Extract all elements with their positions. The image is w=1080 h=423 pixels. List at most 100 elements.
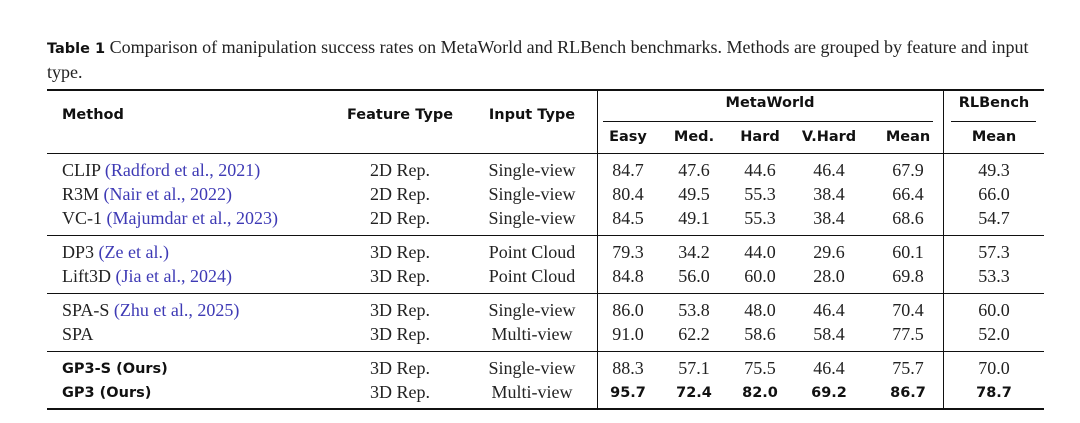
- header-method: Method: [62, 107, 124, 123]
- value-cell: 66.0: [978, 184, 1010, 204]
- metaworld-underline: [603, 121, 933, 122]
- method-name: CLIP (Radford et al., 2021): [62, 160, 261, 180]
- citation-link[interactable]: (Nair et al., 2022): [103, 184, 232, 204]
- input-type-cell: Single-view: [488, 160, 576, 180]
- value-cell: 38.4: [813, 208, 845, 228]
- value-cell: 84.7: [612, 160, 644, 180]
- value-cell: 28.0: [813, 266, 845, 286]
- value-cell: 60.0: [744, 266, 776, 286]
- value-cell: 70.0: [978, 358, 1010, 378]
- value-cell: 95.7: [610, 385, 646, 401]
- method-name: R3M (Nair et al., 2022): [62, 184, 232, 204]
- feature-type-cell: 3D Rep.: [370, 358, 430, 378]
- input-type-cell: Point Cloud: [488, 266, 576, 286]
- method-name: GP3-S (Ours): [62, 361, 168, 377]
- value-cell: 84.8: [612, 266, 644, 286]
- caption-label: Table 1: [47, 41, 106, 57]
- citation-link[interactable]: (Jia et al., 2024): [115, 266, 232, 286]
- input-type-cell: Point Cloud: [488, 242, 576, 262]
- method-name: GP3 (Ours): [62, 385, 152, 401]
- value-cell: 82.0: [742, 385, 778, 401]
- value-cell: 72.4: [676, 385, 712, 401]
- input-type-cell: Multi-view: [491, 382, 573, 402]
- input-type-cell: Single-view: [488, 184, 576, 204]
- method-name: SPA: [62, 324, 94, 344]
- value-cell: 55.3: [744, 208, 776, 228]
- value-cell: 79.3: [612, 242, 644, 262]
- citation-link[interactable]: (Zhu et al., 2025): [113, 300, 240, 320]
- value-cell: 58.4: [813, 324, 845, 344]
- table-caption: Table 1 Comparison of manipulation succe…: [47, 36, 1047, 84]
- value-cell: 80.4: [612, 184, 644, 204]
- value-cell: 57.3: [978, 242, 1010, 262]
- input-type-cell: Single-view: [488, 358, 576, 378]
- value-cell: 78.7: [976, 385, 1012, 401]
- header-rlbench-mean: Mean: [971, 129, 1017, 145]
- header-input-type: Input Type: [488, 107, 576, 123]
- bottom-rule: [47, 408, 1044, 410]
- value-cell: 84.5: [612, 208, 644, 228]
- header-feature-type: Feature Type: [346, 107, 454, 123]
- value-cell: 86.7: [890, 385, 926, 401]
- input-type-cell: Multi-view: [491, 324, 573, 344]
- value-cell: 44.0: [744, 242, 776, 262]
- header-mean: Mean: [885, 129, 931, 145]
- value-cell: 67.9: [892, 160, 924, 180]
- input-type-cell: Single-view: [488, 208, 576, 228]
- value-cell: 49.5: [678, 184, 710, 204]
- value-cell: 46.4: [813, 300, 845, 320]
- feature-type-cell: 3D Rep.: [370, 242, 430, 262]
- header-med: Med.: [673, 129, 715, 145]
- value-cell: 69.8: [892, 266, 924, 286]
- header-rule: [47, 153, 1044, 154]
- feature-type-cell: 2D Rep.: [370, 160, 430, 180]
- method-name: SPA-S (Zhu et al., 2025): [62, 300, 240, 320]
- value-cell: 38.4: [813, 184, 845, 204]
- citation-link[interactable]: (Majumdar et al., 2023): [106, 208, 278, 228]
- value-cell: 70.4: [892, 300, 924, 320]
- divider-input-metaworld: [597, 91, 598, 408]
- value-cell: 49.1: [678, 208, 710, 228]
- value-cell: 47.6: [678, 160, 710, 180]
- method-name: Lift3D (Jia et al., 2024): [62, 266, 232, 286]
- value-cell: 54.7: [978, 208, 1010, 228]
- value-cell: 48.0: [744, 300, 776, 320]
- header-metaworld: MetaWorld: [725, 95, 815, 111]
- value-cell: 75.7: [892, 358, 924, 378]
- value-cell: 57.1: [678, 358, 710, 378]
- value-cell: 75.5: [744, 358, 776, 378]
- header-hard: Hard: [740, 129, 780, 145]
- value-cell: 60.1: [892, 242, 924, 262]
- group-rule-3: [47, 351, 1044, 352]
- feature-type-cell: 2D Rep.: [370, 208, 430, 228]
- citation-link[interactable]: (Radford et al., 2021): [104, 160, 261, 180]
- header-easy: Easy: [609, 129, 647, 145]
- value-cell: 68.6: [892, 208, 924, 228]
- divider-metaworld-rlbench: [943, 91, 944, 408]
- value-cell: 86.0: [612, 300, 644, 320]
- feature-type-cell: 2D Rep.: [370, 184, 430, 204]
- value-cell: 52.0: [978, 324, 1010, 344]
- group-rule-2: [47, 293, 1044, 294]
- feature-type-cell: 3D Rep.: [370, 382, 430, 402]
- value-cell: 62.2: [678, 324, 710, 344]
- value-cell: 53.8: [678, 300, 710, 320]
- value-cell: 91.0: [612, 324, 644, 344]
- value-cell: 60.0: [978, 300, 1010, 320]
- rlbench-underline: [951, 121, 1036, 122]
- value-cell: 88.3: [612, 358, 644, 378]
- caption-text: Comparison of manipulation success rates…: [47, 37, 1029, 82]
- input-type-cell: Single-view: [488, 300, 576, 320]
- value-cell: 55.3: [744, 184, 776, 204]
- value-cell: 77.5: [892, 324, 924, 344]
- header-rlbench: RLBench: [958, 95, 1030, 111]
- citation-link[interactable]: (Ze et al.): [98, 242, 169, 262]
- value-cell: 58.6: [744, 324, 776, 344]
- value-cell: 53.3: [978, 266, 1010, 286]
- value-cell: 29.6: [813, 242, 845, 262]
- value-cell: 44.6: [744, 160, 776, 180]
- value-cell: 34.2: [678, 242, 710, 262]
- method-name: VC-1 (Majumdar et al., 2023): [62, 208, 278, 228]
- value-cell: 49.3: [978, 160, 1010, 180]
- group-rule-1: [47, 235, 1044, 236]
